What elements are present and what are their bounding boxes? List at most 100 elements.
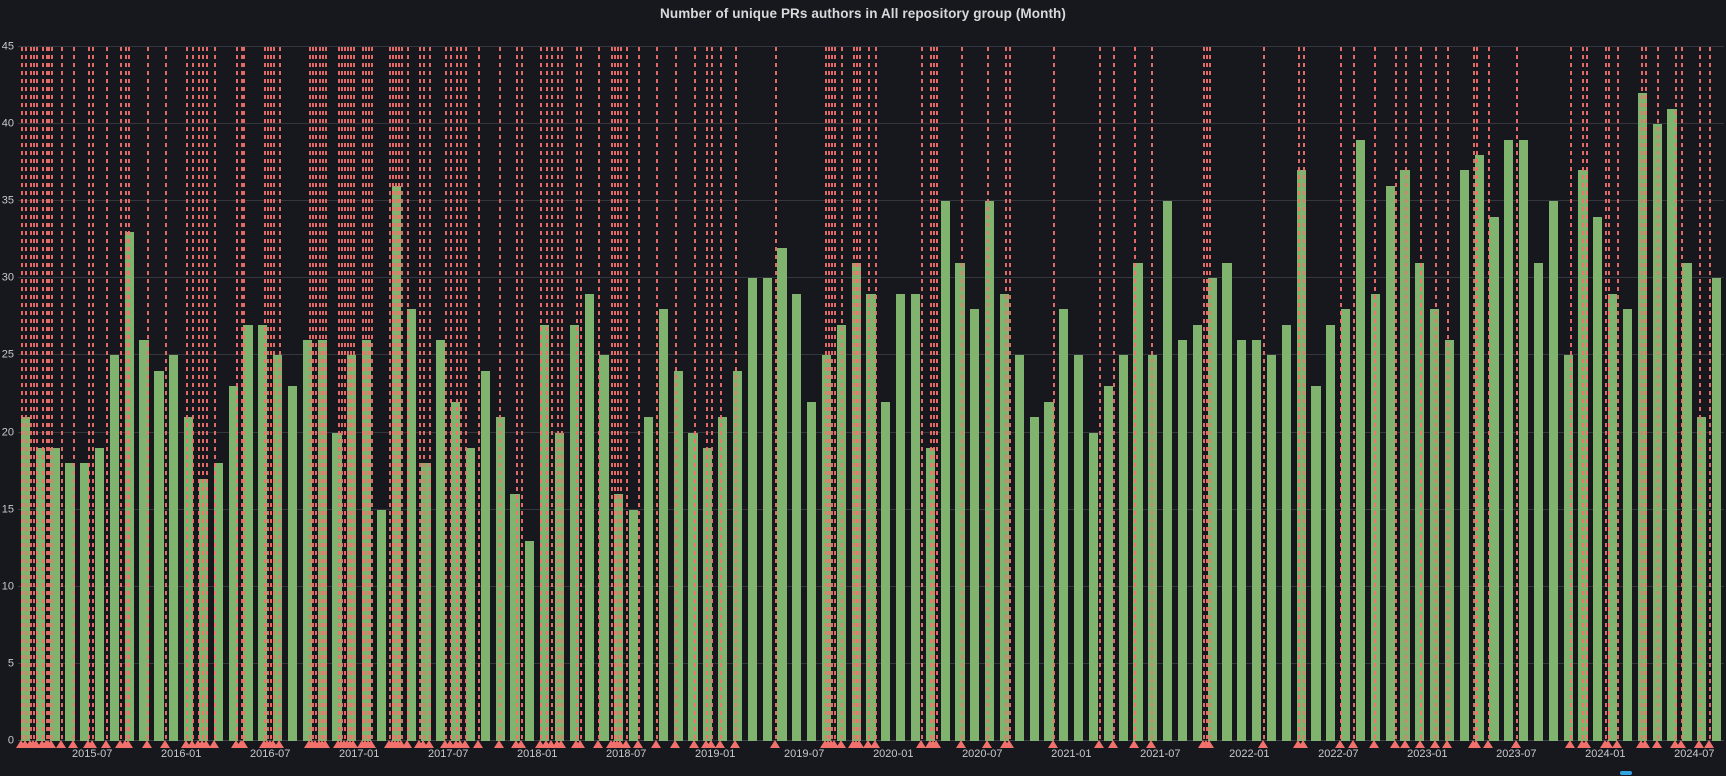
bar[interactable] [184, 417, 194, 741]
annotation-line[interactable] [1053, 47, 1056, 741]
annotation-line[interactable] [1302, 47, 1305, 741]
bar[interactable] [1266, 355, 1277, 741]
annotation-line[interactable] [498, 47, 501, 741]
annotation-line[interactable] [546, 47, 549, 741]
annotation-line[interactable] [338, 47, 341, 741]
annotation-line[interactable] [550, 47, 553, 741]
annotation-line[interactable] [445, 47, 448, 741]
annotation-marker-icon[interactable] [274, 740, 285, 748]
bar[interactable] [747, 278, 757, 741]
annotation-line[interactable] [1394, 47, 1397, 741]
annotation-line[interactable] [1569, 47, 1572, 741]
bar[interactable] [1163, 201, 1173, 741]
annotation-line[interactable] [1419, 47, 1422, 741]
annotation-line[interactable] [388, 47, 391, 741]
annotation-marker-icon[interactable] [714, 740, 725, 748]
annotation-line[interactable] [41, 47, 44, 741]
annotation-marker-icon[interactable] [87, 740, 98, 748]
annotation-line[interactable] [164, 47, 167, 741]
bar[interactable] [599, 355, 609, 741]
annotation-line[interactable] [406, 47, 409, 741]
annotation-line[interactable] [1608, 47, 1611, 741]
annotation-marker-icon[interactable] [444, 740, 455, 748]
annotation-line[interactable] [853, 47, 856, 741]
annotation-line[interactable] [961, 47, 964, 741]
annotation-marker-icon[interactable] [705, 740, 716, 748]
annotation-marker-icon[interactable] [1257, 740, 1268, 748]
bar[interactable] [243, 324, 253, 741]
bar[interactable] [1563, 355, 1573, 741]
annotation-marker-icon[interactable] [593, 740, 604, 748]
annotation-line[interactable] [1640, 47, 1643, 741]
annotation-line[interactable] [206, 47, 209, 741]
bar[interactable] [1474, 154, 1484, 741]
annotation-marker-icon[interactable] [1441, 740, 1452, 748]
annotation-marker-icon[interactable] [1128, 740, 1139, 748]
annotation-line[interactable] [418, 47, 421, 741]
annotation-marker-icon[interactable] [828, 740, 839, 748]
annotation-line[interactable] [1209, 47, 1212, 741]
bar[interactable] [910, 293, 921, 741]
bar[interactable] [1222, 262, 1232, 741]
bar[interactable] [762, 278, 772, 741]
bar[interactable] [643, 417, 654, 741]
annotation-line[interactable] [273, 47, 276, 741]
bar[interactable] [540, 324, 550, 741]
annotation-line[interactable] [397, 47, 400, 741]
annotation-line[interactable] [127, 47, 130, 741]
annotation-line[interactable] [859, 47, 862, 741]
annotation-line[interactable] [1617, 47, 1620, 741]
annotation-marker-icon[interactable] [1704, 740, 1715, 748]
annotation-line[interactable] [986, 47, 989, 741]
annotation-line[interactable] [520, 47, 523, 741]
bar[interactable] [1014, 355, 1024, 741]
annotation-marker-icon[interactable] [1368, 740, 1379, 748]
annotation-marker-icon[interactable] [621, 740, 632, 748]
annotation-marker-icon[interactable] [180, 740, 191, 748]
annotation-line[interactable] [464, 47, 467, 741]
annotation-line[interactable] [371, 47, 374, 741]
bar[interactable] [658, 309, 668, 741]
annotation-line[interactable] [833, 47, 836, 741]
annotation-line[interactable] [147, 47, 150, 741]
bar[interactable] [1459, 170, 1469, 741]
annotation-line[interactable] [655, 47, 658, 741]
bar[interactable] [1133, 262, 1143, 741]
annotation-marker-icon[interactable] [1107, 740, 1118, 748]
annotation-marker-icon[interactable] [854, 740, 865, 748]
annotation-marker-icon[interactable] [1693, 740, 1704, 748]
annotation-marker-icon[interactable] [1511, 740, 1522, 748]
bar[interactable] [376, 509, 387, 741]
bar[interactable] [1519, 139, 1529, 741]
annotation-line[interactable] [72, 47, 75, 741]
bar[interactable] [1207, 278, 1217, 741]
annotation-line[interactable] [391, 47, 394, 741]
bar[interactable] [554, 432, 565, 741]
annotation-line[interactable] [830, 47, 833, 741]
bar[interactable] [1593, 216, 1603, 741]
bar[interactable] [1177, 340, 1188, 741]
annotation-line[interactable] [1206, 47, 1209, 741]
annotation-line[interactable] [825, 47, 827, 741]
annotation-line[interactable] [1709, 47, 1712, 741]
bar[interactable] [273, 355, 283, 741]
annotation-marker-icon[interactable] [417, 740, 428, 748]
annotation-line[interactable] [1203, 47, 1206, 741]
bar[interactable] [109, 355, 119, 741]
annotation-line[interactable] [213, 47, 216, 741]
bar[interactable] [718, 417, 728, 741]
bar[interactable] [940, 201, 950, 741]
annotation-line[interactable] [1112, 47, 1115, 741]
annotation-marker-icon[interactable] [472, 740, 483, 748]
annotation-line[interactable] [341, 47, 344, 741]
annotation-line[interactable] [124, 47, 127, 741]
annotation-line[interactable] [1581, 47, 1584, 741]
bar[interactable] [955, 262, 965, 741]
annotation-marker-icon[interactable] [1670, 740, 1681, 748]
annotation-line[interactable] [856, 47, 859, 741]
annotation-marker-icon[interactable] [1483, 740, 1494, 748]
annotation-marker-icon[interactable] [320, 740, 331, 748]
annotation-line[interactable] [827, 47, 830, 741]
annotation-marker-icon[interactable] [615, 740, 626, 748]
bar[interactable] [673, 370, 683, 741]
